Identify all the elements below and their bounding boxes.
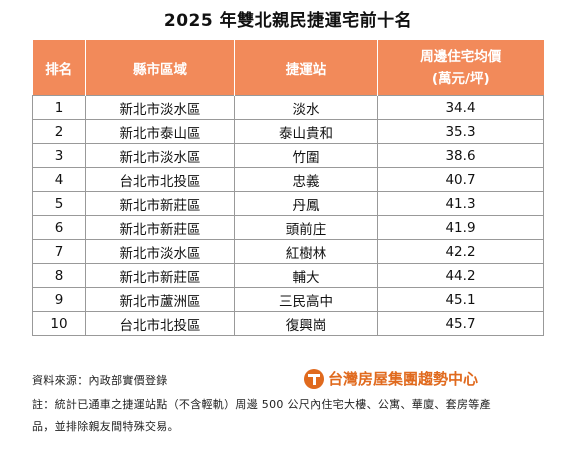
header-area: 縣市區域 bbox=[85, 40, 235, 96]
table-row: 1 新北市淡水區 淡水 34.4 bbox=[32, 95, 544, 120]
area-cell: 新北市新莊區 bbox=[85, 263, 235, 288]
table-row: 10 台北市北投區 復興崗 45.7 bbox=[32, 311, 544, 336]
header-station: 捷運站 bbox=[234, 40, 378, 96]
table-row: 4 台北市北投區 忠義 40.7 bbox=[32, 167, 544, 192]
station-cell: 丹鳳 bbox=[234, 191, 378, 216]
price-cell: 42.2 bbox=[377, 239, 544, 264]
station-cell: 泰山貴和 bbox=[234, 119, 378, 144]
station-cell: 三民高中 bbox=[234, 287, 378, 312]
price-cell: 38.6 bbox=[377, 143, 544, 168]
table-row: 6 新北市新莊區 頭前庄 41.9 bbox=[32, 215, 544, 240]
price-cell: 41.3 bbox=[377, 191, 544, 216]
station-cell: 淡水 bbox=[234, 95, 378, 120]
station-cell: 紅樹林 bbox=[234, 239, 378, 264]
rank-cell: 1 bbox=[32, 95, 86, 120]
table-header-row: 排名 縣市區域 捷運站 周邊住宅均價 (萬元/坪) bbox=[32, 40, 544, 96]
price-cell: 45.7 bbox=[377, 311, 544, 336]
station-cell: 頭前庄 bbox=[234, 215, 378, 240]
source-note: 資料來源：內政部實價登錄 bbox=[32, 374, 168, 387]
rank-cell: 3 bbox=[32, 143, 86, 168]
ranking-table: 排名 縣市區域 捷運站 周邊住宅均價 (萬元/坪) 1 新北市淡水區 淡水 34.4 2… bbox=[32, 40, 544, 336]
rank-cell: 7 bbox=[32, 239, 86, 264]
header-price-unit: (萬元/坪) bbox=[431, 70, 490, 87]
header-price: 周邊住宅均價 (萬元/坪) bbox=[377, 40, 544, 96]
price-cell: 45.1 bbox=[377, 287, 544, 312]
price-cell: 34.4 bbox=[377, 95, 544, 120]
area-cell: 新北市淡水區 bbox=[85, 239, 235, 264]
area-cell: 新北市淡水區 bbox=[85, 143, 235, 168]
table-row: 7 新北市淡水區 紅樹林 42.2 bbox=[32, 239, 544, 264]
station-cell: 輔大 bbox=[234, 263, 378, 288]
price-cell: 40.7 bbox=[377, 167, 544, 192]
area-cell: 新北市泰山區 bbox=[85, 119, 235, 144]
station-cell: 忠義 bbox=[234, 167, 378, 192]
area-cell: 台北市北投區 bbox=[85, 167, 235, 192]
page-title: 2025 年雙北親民捷運宅前十名 bbox=[163, 11, 413, 31]
price-cell: 41.9 bbox=[377, 215, 544, 240]
rank-cell: 4 bbox=[32, 167, 86, 192]
rank-cell: 9 bbox=[32, 287, 86, 312]
rank-cell: 10 bbox=[32, 311, 86, 336]
rank-cell: 2 bbox=[32, 119, 86, 144]
rank-cell: 6 bbox=[32, 215, 86, 240]
station-cell: 復興崗 bbox=[234, 311, 378, 336]
footnote-line-1: 註：統計已通車之捷運站點（不含輕軌）周邊 500 公尺內住宅大樓、公寓、華廈、套… bbox=[32, 398, 491, 411]
taiwan-realty-logo-icon bbox=[304, 368, 324, 389]
rank-cell: 8 bbox=[32, 263, 86, 288]
table-row: 3 新北市淡水區 竹圍 38.6 bbox=[32, 143, 544, 168]
area-cell: 新北市新莊區 bbox=[85, 191, 235, 216]
table-row: 9 新北市蘆洲區 三民高中 45.1 bbox=[32, 287, 544, 312]
area-cell: 台北市北投區 bbox=[85, 311, 235, 336]
area-cell: 新北市新莊區 bbox=[85, 215, 235, 240]
table-row: 5 新北市新莊區 丹鳳 41.3 bbox=[32, 191, 544, 216]
footnote-line-2: 品，並排除親友間特殊交易。 bbox=[32, 420, 179, 433]
header-rank: 排名 bbox=[32, 40, 86, 96]
price-cell: 44.2 bbox=[377, 263, 544, 288]
table-row: 2 新北市泰山區 泰山貴和 35.3 bbox=[32, 119, 544, 144]
logo-text: 台灣房屋集團趨勢中心 bbox=[328, 370, 479, 388]
logo: 台灣房屋集團趨勢中心 bbox=[304, 368, 478, 389]
price-cell: 35.3 bbox=[377, 119, 544, 144]
header-price-label: 周邊住宅均價 bbox=[420, 48, 502, 65]
table-row: 8 新北市新莊區 輔大 44.2 bbox=[32, 263, 544, 288]
area-cell: 新北市淡水區 bbox=[85, 95, 235, 120]
station-cell: 竹圍 bbox=[234, 143, 378, 168]
rank-cell: 5 bbox=[32, 191, 86, 216]
area-cell: 新北市蘆洲區 bbox=[85, 287, 235, 312]
